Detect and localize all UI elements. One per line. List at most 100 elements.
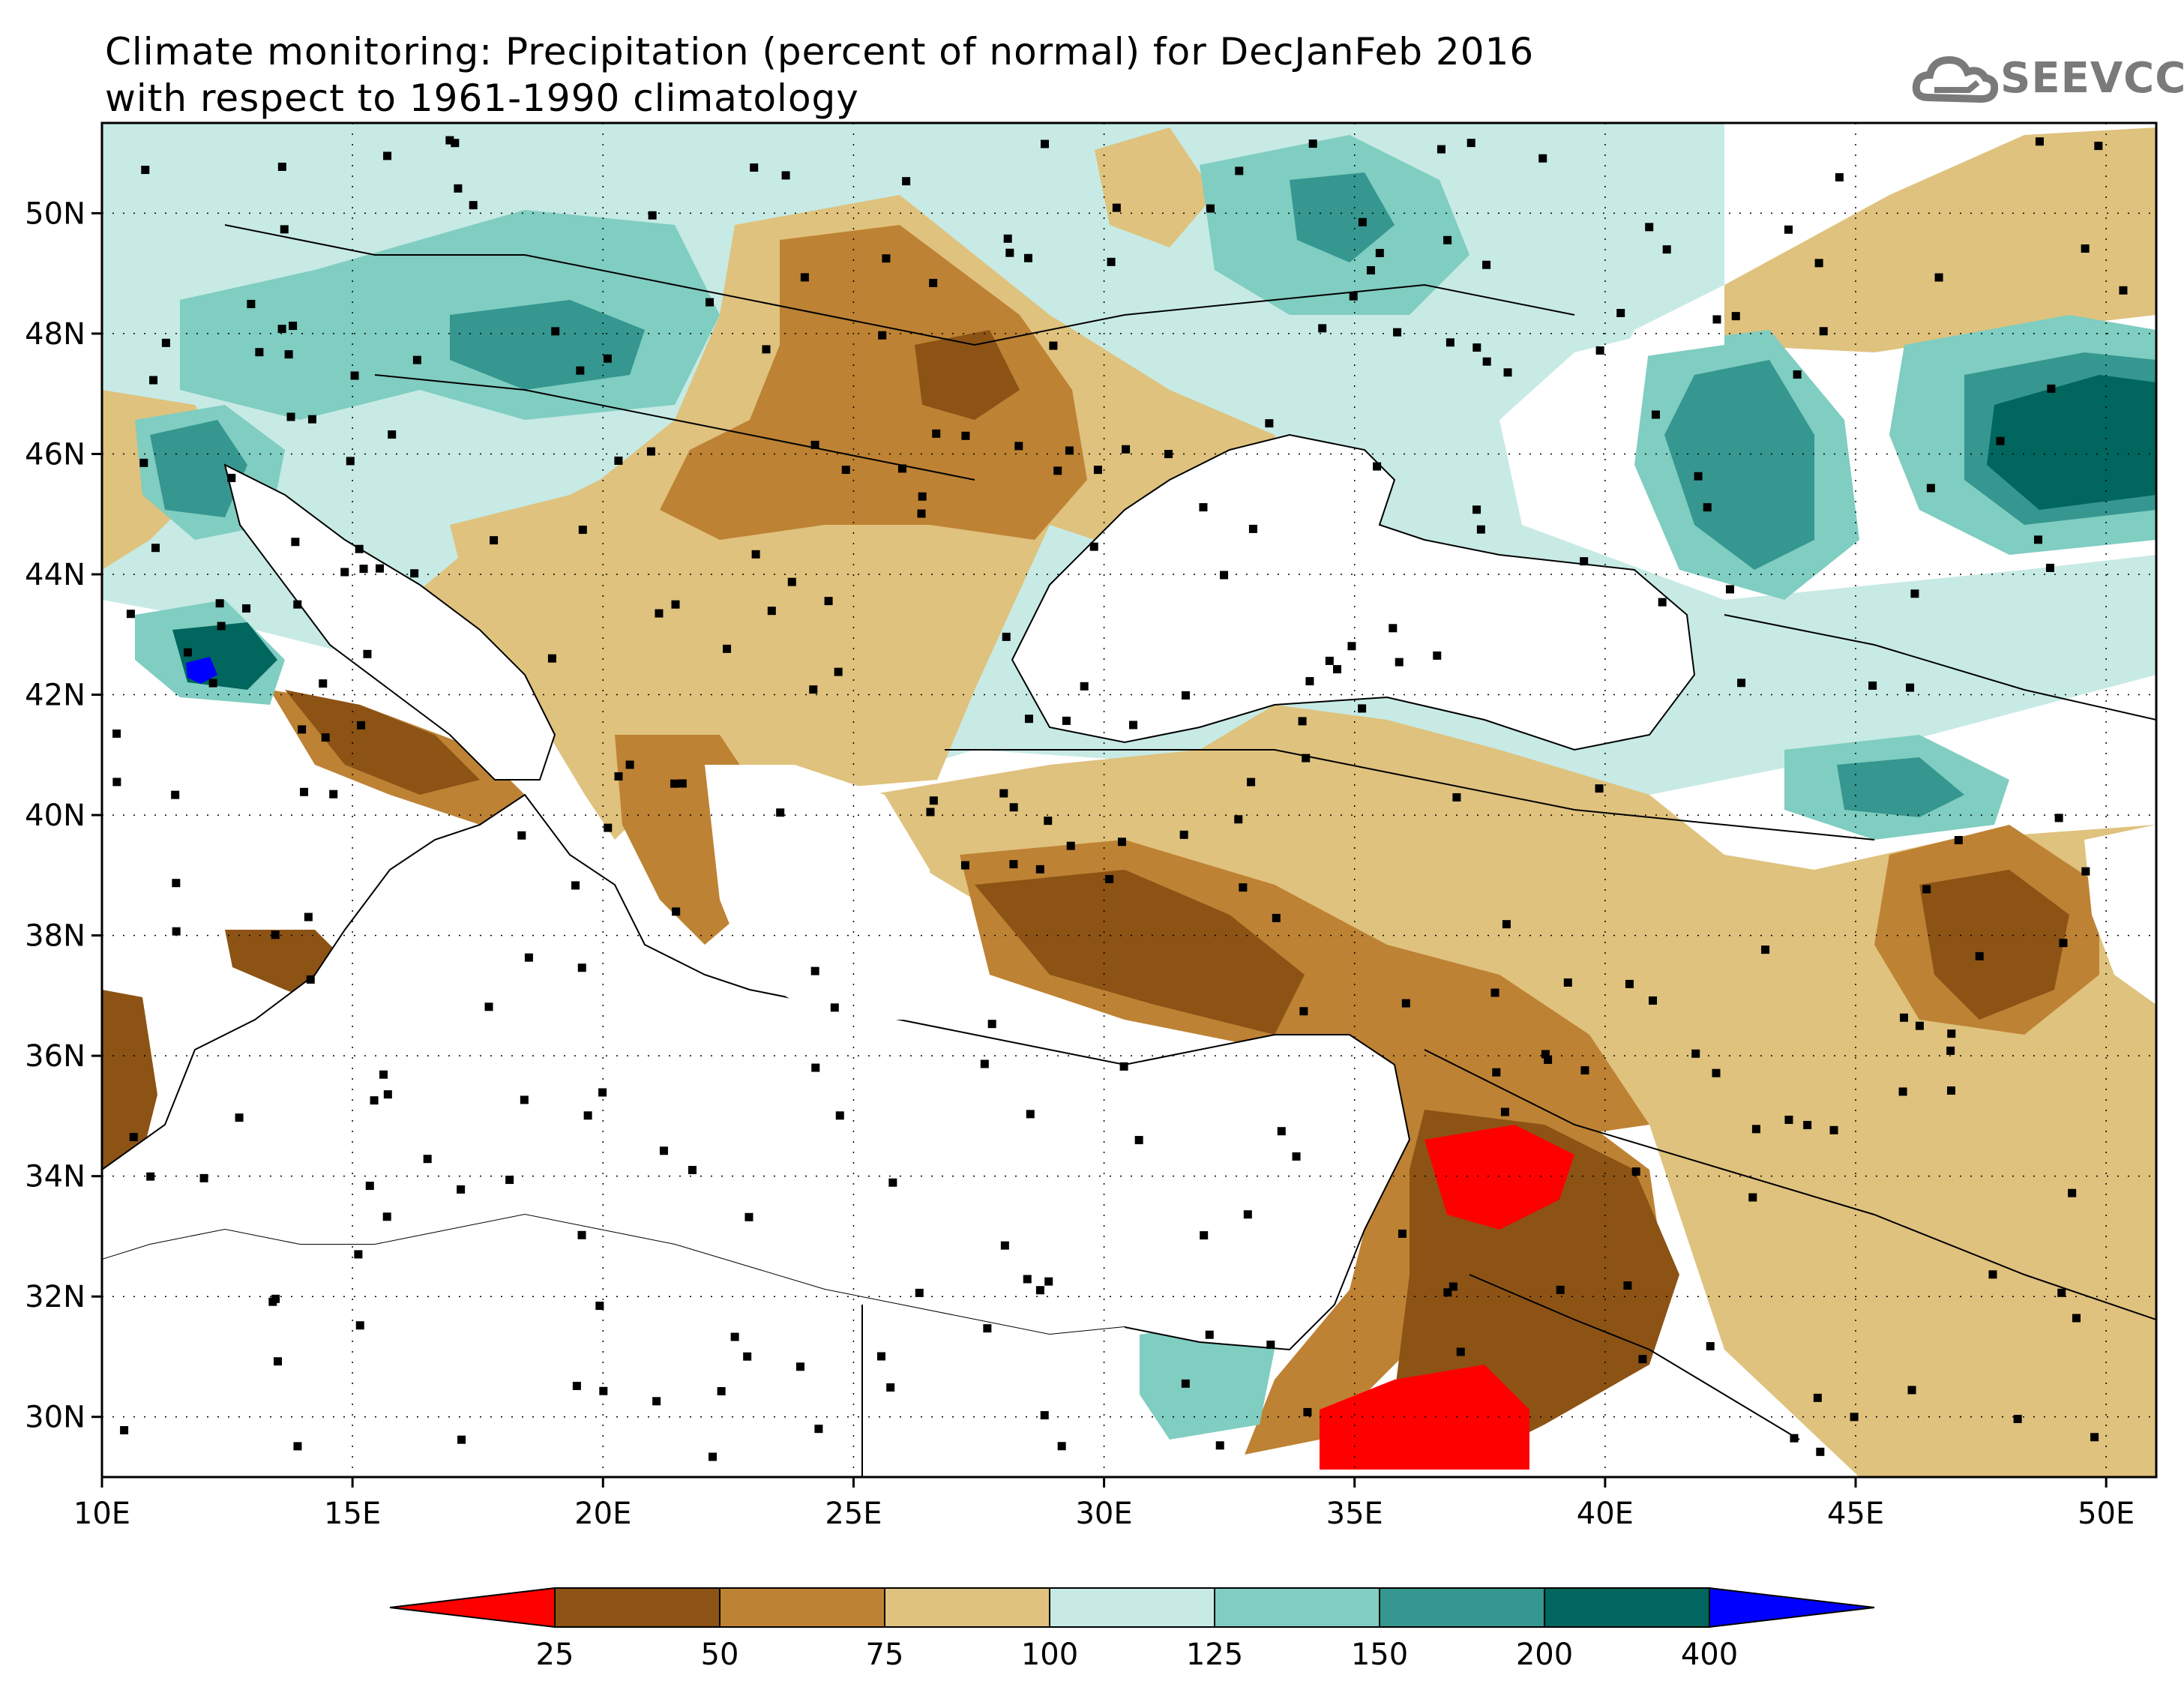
legend-swatch [1544,1587,1710,1628]
station-dot [781,171,790,180]
station-dot [776,808,785,817]
station-dot [1119,1062,1128,1071]
station-dot [1616,309,1625,318]
caspian-sea [2084,825,2156,1005]
x-tick-label: 20E [574,1497,631,1531]
land-border-caucasus [1724,614,2156,721]
legend-label: 50 [701,1638,739,1672]
station-dot [208,679,217,688]
station-dot [1000,1241,1009,1250]
station-dot [1206,204,1215,213]
station-dot [595,1302,604,1311]
station-dot [800,273,809,282]
field-25-50-spain-edge [102,990,157,1170]
x-tick-label: 50E [2078,1497,2135,1531]
station-dot [457,1185,466,1194]
station-dot [255,348,264,357]
station-dot [1694,472,1703,481]
station-dot [423,1155,432,1164]
station-dot [1712,1068,1721,1077]
station-dot [306,975,315,984]
map-title: Climate monitoring: Precipitation (perce… [105,28,1534,121]
station-dot [1122,445,1131,454]
station-dot [787,577,796,586]
station-dot [1651,410,1660,419]
station-dot [1105,874,1114,883]
station-dot [810,966,819,975]
station-dot [1040,1411,1049,1420]
station-dot [1466,139,1475,148]
station-dot [1205,1330,1214,1339]
station-dot [1662,245,1671,254]
logo-text: SEEVCCC [2000,54,2184,103]
station-dot [1053,466,1062,475]
station-dot [1366,266,1375,275]
station-dot [1247,778,1256,787]
station-dot [1062,716,1071,725]
station-dot [809,685,818,694]
station-dot [987,1020,996,1029]
station-dot [1725,585,1734,594]
station-dot [1129,721,1138,730]
map-axes: 10E 15E 20E 25E 30E 35E 40E 45E 50E 30N 32N 34N 36N 3… [25,196,2135,1531]
station-dot [915,1288,924,1297]
station-dot [1819,327,1828,336]
station-dot [717,1387,726,1396]
station-dot [2059,939,2068,948]
station-dot [1035,864,1044,873]
station-dot [1066,841,1075,850]
legend-swatch-below [389,1587,556,1629]
y-tick-label: 36N [25,1039,85,1074]
station-dot [980,1059,989,1068]
station-dot [280,225,289,234]
station-dot [484,1002,493,1011]
station-dot [457,1435,466,1444]
station-dot [929,796,938,805]
station-dot [878,331,887,340]
station-dot [1024,715,1033,724]
station-dot [810,440,819,449]
station-dot [1975,951,1984,960]
station-dot [1790,1434,1799,1443]
station-dot [382,1212,391,1221]
y-tick-label: 32N [25,1280,85,1314]
station-dot [2035,137,2044,146]
station-dot [1393,328,1402,337]
station-dot [289,322,298,331]
station-dot [1401,999,1410,1008]
x-tick-label: 40E [1577,1497,1634,1531]
legend-swatch [884,1587,1050,1628]
station-dot [1234,815,1243,824]
station-dot [1926,484,1935,493]
x-tick-label: 25E [825,1497,882,1531]
station-dot [139,458,148,467]
station-dot [1988,1270,1997,1279]
legend-label: 100 [1021,1638,1078,1672]
station-dot [983,1324,992,1333]
station-dot [1703,503,1712,512]
field-above-400-rome [186,657,217,684]
station-dot [1737,679,1746,688]
station-dot [841,466,850,475]
station-dot [1623,1281,1632,1290]
station-dot [671,600,680,609]
station-dot [1009,860,1018,869]
station-dot [1456,1347,1465,1356]
legend-label: 25 [536,1638,574,1672]
station-dot [227,473,236,482]
station-dot [1026,1110,1035,1119]
station-dot [1915,1021,1924,1030]
x-tick-label: 30E [1075,1497,1132,1531]
station-dot [547,654,556,663]
station-dot [614,456,623,465]
legend-label: 200 [1516,1638,1573,1672]
station-dot [1181,691,1190,700]
station-dot [1239,883,1248,892]
station-dot [112,729,121,738]
field-25-50-turkey [975,870,1305,1035]
station-dot [383,1090,392,1099]
station-dot [247,299,256,308]
station-dot [1358,217,1367,226]
